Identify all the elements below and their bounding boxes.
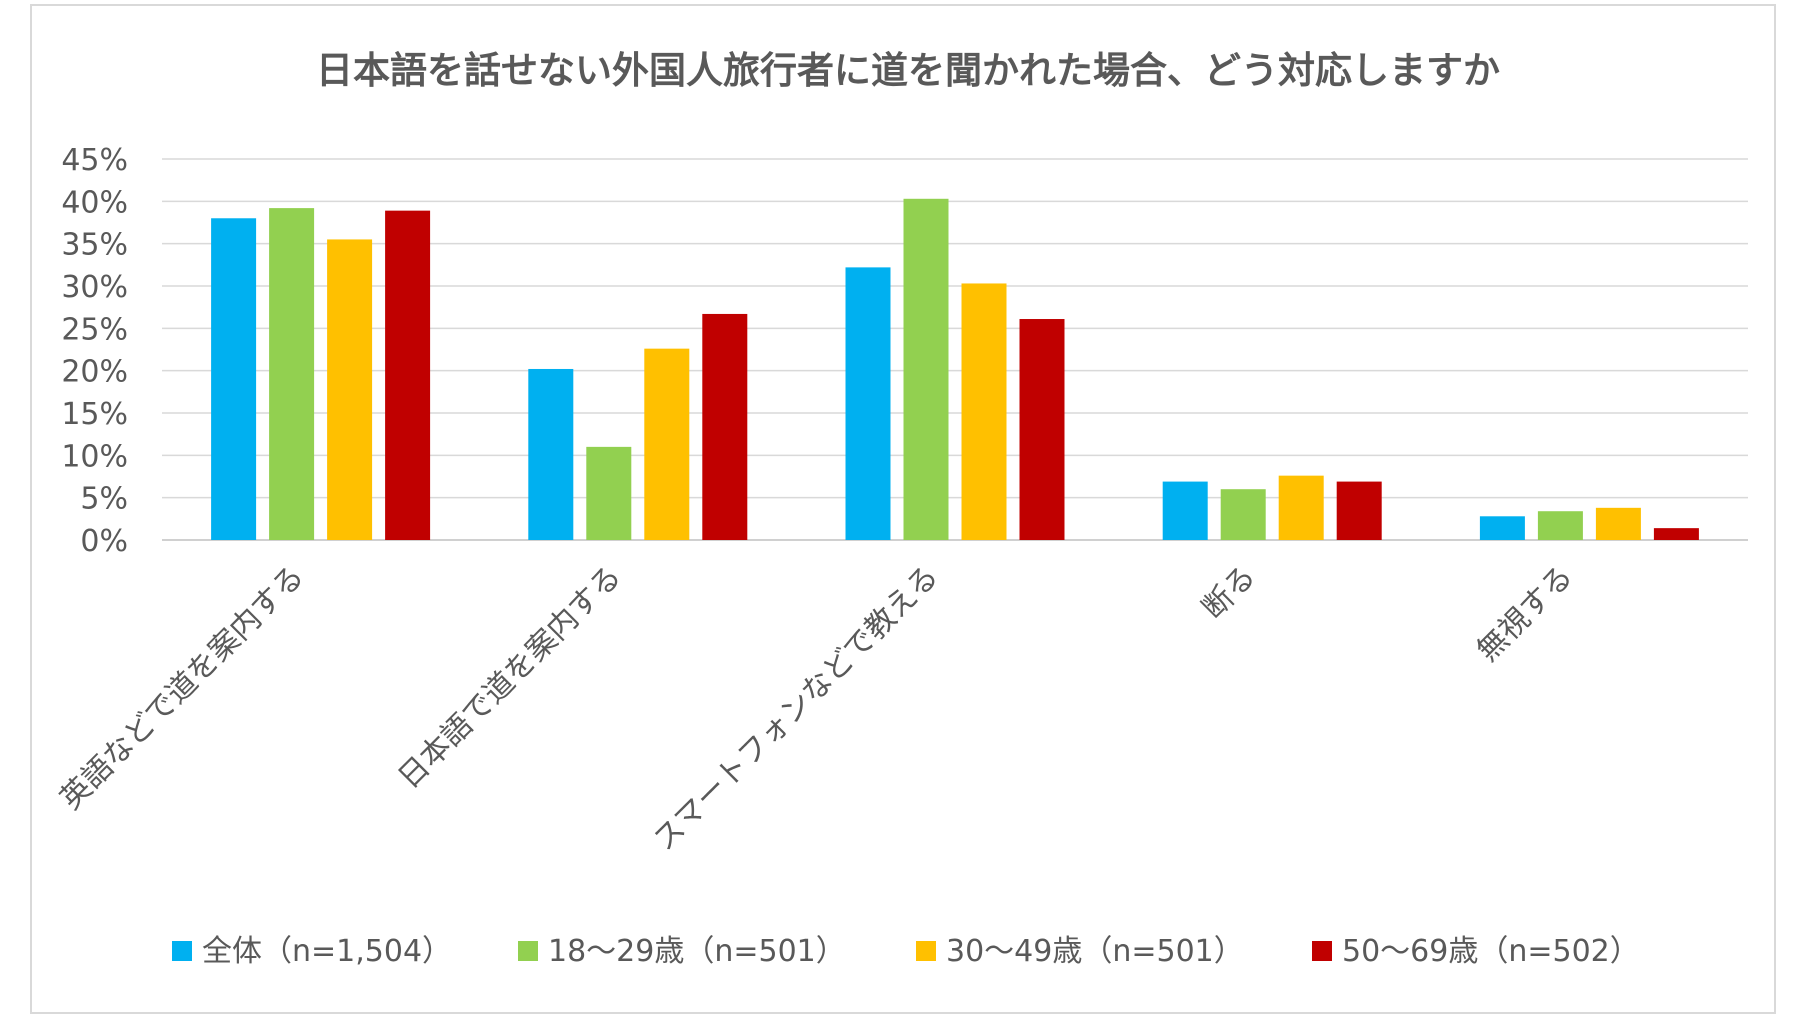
y-tick-label: 20%	[61, 355, 128, 390]
x-category-label: 英語などで道を案内する	[54, 559, 312, 817]
bar	[1336, 481, 1382, 540]
bar	[644, 348, 690, 540]
bar	[845, 267, 891, 540]
y-tick-label: 15%	[61, 397, 128, 432]
chart-frame	[30, 4, 1776, 1014]
y-tick-label: 0%	[80, 524, 128, 559]
legend-label: 30～49歳（n=501）	[946, 934, 1244, 969]
y-tick-label: 35%	[61, 228, 128, 263]
legend-swatch	[172, 941, 192, 961]
chart-title: 日本語を話せない外国人旅行者に道を聞かれた場合、どう対応しますか	[316, 49, 1500, 92]
bar	[1220, 489, 1266, 540]
legend-swatch	[1312, 941, 1332, 961]
bar	[211, 218, 257, 540]
y-tick-label: 30%	[61, 270, 128, 305]
x-category-label: 日本語で道を案内する	[392, 559, 629, 796]
bar	[903, 198, 949, 540]
bar	[1595, 507, 1641, 540]
bar	[1019, 319, 1065, 540]
x-axis-category-labels: 英語などで道を案内する 日本語で道を案内する スマートフォンなどで教える 断る 無視する	[54, 559, 1580, 858]
legend-label: 50～69歳（n=502）	[1342, 934, 1640, 969]
legend-label: 18～29歳（n=501）	[548, 934, 846, 969]
bar	[269, 208, 315, 540]
bar	[1537, 511, 1583, 540]
bar	[528, 368, 574, 540]
bar	[385, 210, 431, 540]
legend-swatch	[916, 941, 936, 961]
y-tick-label: 25%	[61, 312, 128, 347]
x-category-label: スマートフォンなどで教える	[647, 559, 946, 858]
y-axis-tick-labels: 0% 5% 10% 15% 20% 25% 30% 35% 40% 45%	[61, 143, 128, 559]
bar	[1162, 481, 1208, 540]
bar	[1479, 516, 1525, 540]
y-tick-label: 40%	[61, 185, 128, 220]
bar	[327, 239, 373, 540]
legend-label: 全体（n=1,504）	[202, 934, 452, 969]
x-category-label: 無視する	[1470, 559, 1580, 669]
bar	[1278, 475, 1324, 540]
legend-swatch	[518, 941, 538, 961]
bar	[586, 446, 632, 540]
x-category-label: 断る	[1196, 559, 1263, 626]
y-tick-label: 45%	[61, 143, 128, 178]
legend: 全体（n=1,504） 18～29歳（n=501） 30～49歳（n=501） 50～…	[172, 934, 1640, 969]
y-tick-label: 10%	[61, 439, 128, 474]
bar	[702, 313, 748, 540]
bar	[1653, 528, 1699, 540]
bar	[961, 283, 1007, 540]
y-tick-label: 5%	[80, 482, 128, 517]
bars	[211, 198, 1699, 540]
